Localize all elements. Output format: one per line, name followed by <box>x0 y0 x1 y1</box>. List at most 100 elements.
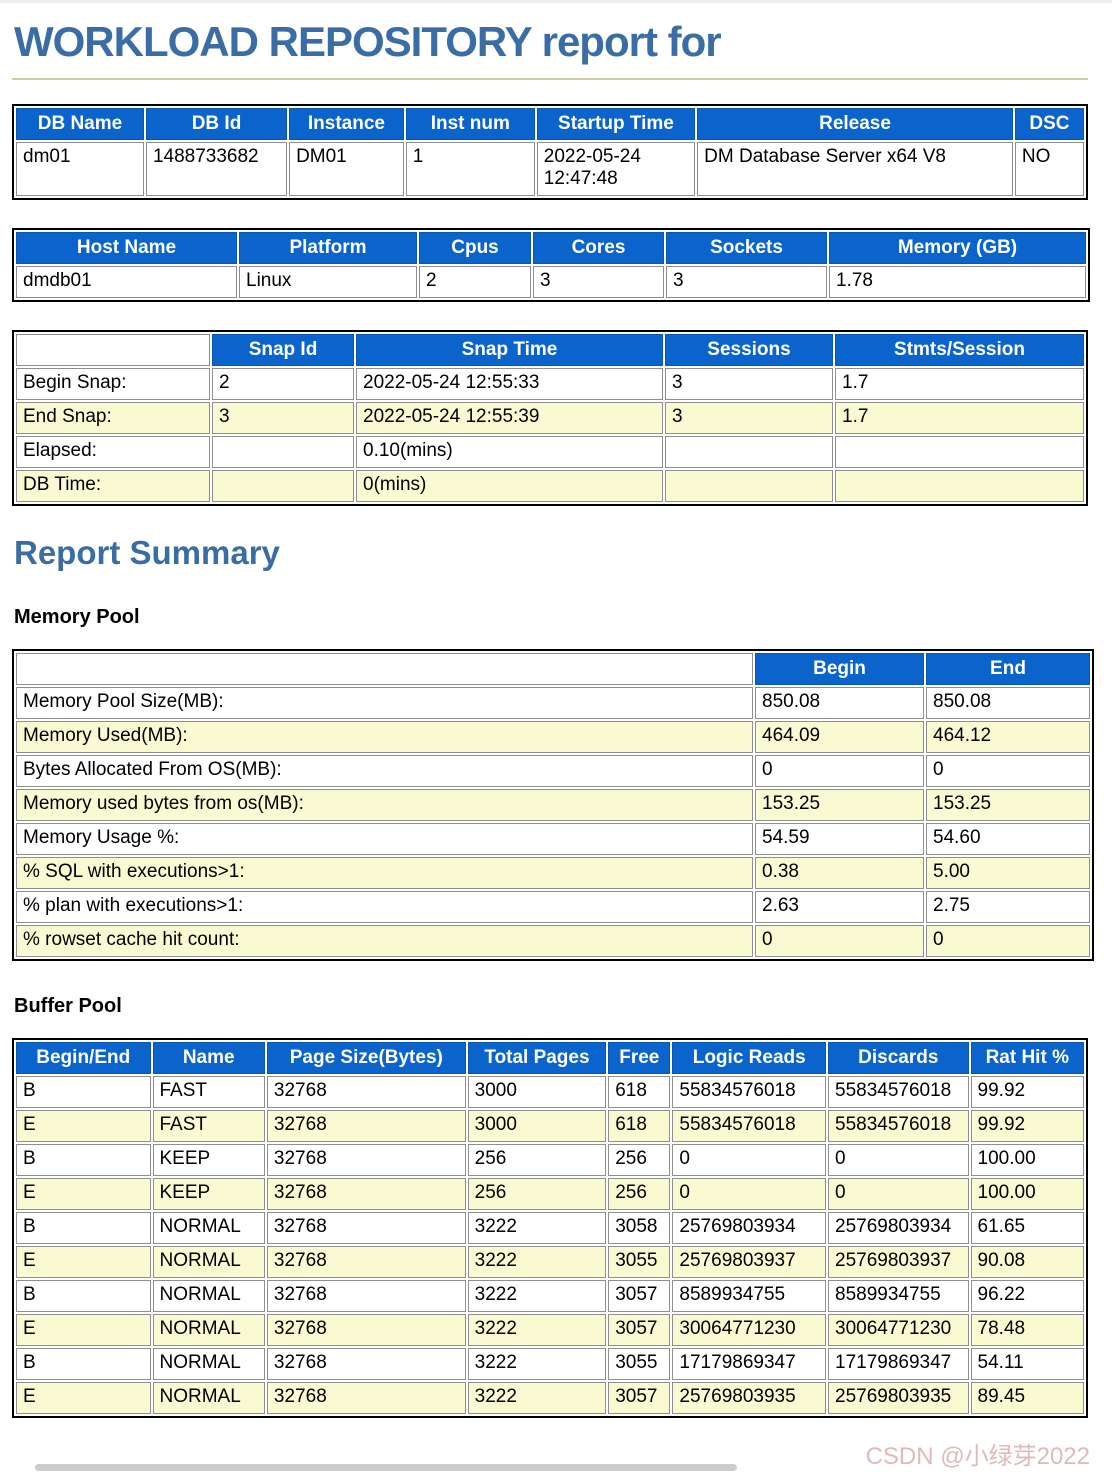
table-cell: 32768 <box>266 1076 466 1108</box>
table-cell: 256 <box>608 1178 671 1210</box>
table-header-cell: Page Size(Bytes) <box>266 1042 466 1074</box>
table-cell: 256 <box>467 1144 607 1176</box>
table-cell: 1 <box>405 142 535 196</box>
csdn-watermark: CSDN @小绿芽2022 <box>865 1443 1090 1470</box>
table-cell: E <box>16 1314 151 1346</box>
table-cell: % plan with executions>1: <box>16 891 753 923</box>
table-row: Memory used bytes from os(MB): 153.25 153.… <box>16 789 1090 821</box>
buffer-pool-table: Begin/End Name Page Size(Bytes) Total Pages… <box>12 1038 1088 1418</box>
table-cell: 100.00 <box>970 1144 1084 1176</box>
table-cell: 0 <box>926 925 1090 957</box>
table-cell: Bytes Allocated From OS(MB): <box>16 755 753 787</box>
table-header-cell: Startup Time <box>536 108 696 140</box>
table-cell: 55834576018 <box>672 1076 826 1108</box>
table-header-cell: Stmts/Session <box>835 334 1084 366</box>
table-cell: Memory Used(MB): <box>16 721 753 753</box>
table-cell: 2022-05-24 12:55:33 <box>356 368 663 400</box>
table-row: B FAST 32768 3000 618 55834576018 55834576018 9… <box>16 1076 1084 1108</box>
table-cell: 0 <box>828 1144 969 1176</box>
table-cell: 54.11 <box>970 1348 1084 1380</box>
table-row: E NORMAL 32768 3222 3055 25769803937 257698039… <box>16 1246 1084 1278</box>
table-cell: 3057 <box>608 1314 671 1346</box>
table-header-cell: Rat Hit % <box>970 1042 1084 1074</box>
table-cell: 100.00 <box>970 1178 1084 1210</box>
table-row: B KEEP 32768 256 256 0 0 100.00 <box>16 1144 1084 1176</box>
page-title: WORKLOAD REPOSITORY report for <box>14 18 722 65</box>
table-cell: 3222 <box>467 1348 607 1380</box>
table-cell: KEEP <box>152 1144 265 1176</box>
table-row: E NORMAL 32768 3222 3057 25769803935 257698039… <box>16 1382 1084 1414</box>
table-row: B NORMAL 32768 3222 3057 8589934755 8589934755… <box>16 1280 1084 1312</box>
table-header-cell: Sockets <box>666 232 827 264</box>
table-cell: 3058 <box>608 1212 671 1244</box>
table-cell: 55834576018 <box>828 1110 969 1142</box>
table-header-cell: Total Pages <box>467 1042 607 1074</box>
table-row: Bytes Allocated From OS(MB): 0 0 <box>16 755 1090 787</box>
table-cell: 0 <box>755 925 924 957</box>
table-cell: 3222 <box>467 1246 607 1278</box>
host-info-table: Host Name Platform Cpus Cores Sockets Memory … <box>12 228 1090 302</box>
table-cell: 32768 <box>266 1178 466 1210</box>
table-cell: 5.00 <box>926 857 1090 889</box>
table-cell: NORMAL <box>152 1348 265 1380</box>
table-cell: DM Database Server x64 V8 <box>697 142 1013 196</box>
db-info-table: DB Name DB Id Instance Inst num Startup Time… <box>12 104 1088 200</box>
table-cell: E <box>16 1382 151 1414</box>
table-cell: 618 <box>608 1110 671 1142</box>
table-cell: 25769803934 <box>672 1212 826 1244</box>
table-cell: 850.08 <box>926 687 1090 719</box>
buffer-pool-heading: Buffer Pool <box>14 995 122 1017</box>
table-cell: NORMAL <box>152 1382 265 1414</box>
table-cell: dmdb01 <box>16 266 237 298</box>
table-row: Memory Used(MB): 464.09 464.12 <box>16 721 1090 753</box>
table-cell <box>212 436 354 468</box>
table-cell: 3057 <box>608 1280 671 1312</box>
table-cell: 3 <box>533 266 664 298</box>
table-cell: 3 <box>666 266 827 298</box>
table-header-cell: Platform <box>239 232 417 264</box>
table-cell: Linux <box>239 266 417 298</box>
table-cell: 0 <box>926 755 1090 787</box>
table-cell <box>665 436 833 468</box>
table-cell: 1.7 <box>835 368 1084 400</box>
table-row: E FAST 32768 3000 618 55834576018 55834576018 9… <box>16 1110 1084 1142</box>
table-cell: 17179869347 <box>828 1348 969 1380</box>
table-cell: 89.45 <box>970 1382 1084 1414</box>
table-row: % rowset cache hit count: 0 0 <box>16 925 1090 957</box>
table-cell: 464.12 <box>926 721 1090 753</box>
table-cell: 2022-05-24 12:47:48 <box>536 142 696 196</box>
table-cell: 32768 <box>266 1246 466 1278</box>
horizontal-scrollbar[interactable] <box>35 1464 737 1471</box>
table-header-cell <box>16 334 210 366</box>
table-cell: 0(mins) <box>356 470 663 502</box>
table-cell: 25769803937 <box>828 1246 969 1278</box>
table-cell: 464.09 <box>755 721 924 753</box>
table-header-cell: Name <box>152 1042 265 1074</box>
table-cell <box>835 470 1084 502</box>
table-header-cell: DB Id <box>145 108 288 140</box>
table-cell: 32768 <box>266 1280 466 1312</box>
table-cell: 3222 <box>467 1280 607 1312</box>
table-cell: 0.10(mins) <box>356 436 663 468</box>
table-header-cell: DSC <box>1014 108 1084 140</box>
memory-pool-heading: Memory Pool <box>14 606 140 628</box>
table-cell: 3000 <box>467 1076 607 1108</box>
table-row: Elapsed: 0.10(mins) <box>16 436 1084 468</box>
table-header-cell: Memory (GB) <box>829 232 1086 264</box>
table-cell: 90.08 <box>970 1246 1084 1278</box>
table-row: End Snap: 3 2022-05-24 12:55:39 3 1.7 <box>16 402 1084 434</box>
table-cell: 25769803935 <box>672 1382 826 1414</box>
table-cell: 3 <box>665 402 833 434</box>
table-header-cell: Discards <box>828 1042 969 1074</box>
table-cell: dm01 <box>16 142 144 196</box>
table-cell: 32768 <box>266 1314 466 1346</box>
table-cell <box>835 436 1084 468</box>
table-cell: B <box>16 1212 151 1244</box>
table-cell: 61.65 <box>970 1212 1084 1244</box>
table-cell: 32768 <box>266 1110 466 1142</box>
table-cell: 2 <box>419 266 531 298</box>
table-header-cell: DB Name <box>16 108 144 140</box>
table-row: % SQL with executions>1: 0.38 5.00 <box>16 857 1090 889</box>
table-cell: 1.7 <box>835 402 1084 434</box>
table-cell: 0 <box>672 1178 826 1210</box>
